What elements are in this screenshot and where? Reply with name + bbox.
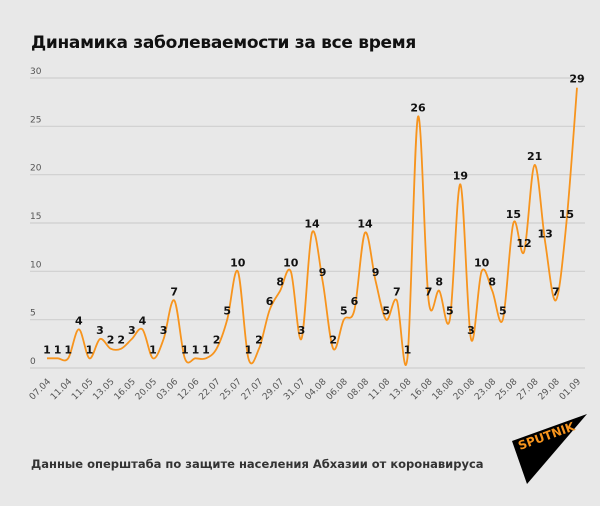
data-label: 7 — [552, 285, 560, 298]
data-label: 29 — [569, 73, 584, 86]
data-label: 19 — [453, 169, 468, 182]
data-label: 4 — [139, 314, 147, 327]
data-label: 1 — [192, 343, 200, 356]
data-label: 12 — [516, 237, 531, 250]
data-label: 3 — [467, 324, 475, 337]
y-tick-label: 20 — [30, 164, 42, 174]
data-label: 1 — [202, 343, 210, 356]
data-label: 5 — [382, 305, 390, 318]
data-label: 10 — [230, 256, 246, 269]
data-label: 13 — [538, 227, 553, 240]
data-label: 1 — [245, 343, 253, 356]
y-tick-label: 5 — [30, 309, 36, 319]
data-label: 2 — [213, 334, 221, 347]
data-label: 2 — [255, 334, 263, 347]
data-label: 1 — [64, 343, 72, 356]
data-label: 15 — [506, 208, 521, 221]
data-label: 9 — [319, 266, 327, 279]
data-label: 21 — [527, 150, 542, 163]
data-label: 14 — [304, 218, 320, 231]
data-label: 1 — [86, 343, 94, 356]
data-label: 1 — [181, 343, 189, 356]
data-label: 1 — [43, 343, 51, 356]
data-label: 9 — [372, 266, 380, 279]
y-tick-label: 25 — [30, 115, 41, 125]
data-label: 2 — [329, 334, 337, 347]
data-label: 7 — [170, 285, 178, 298]
data-label: 1 — [404, 343, 412, 356]
data-label: 5 — [340, 305, 348, 318]
data-label: 6 — [266, 295, 274, 308]
data-label: 8 — [435, 276, 443, 289]
data-label: 26 — [410, 102, 426, 115]
series-line — [47, 87, 578, 366]
y-tick-label: 10 — [30, 260, 42, 270]
data-label: 14 — [357, 218, 373, 231]
data-label: 1 — [149, 343, 157, 356]
data-label: 6 — [351, 295, 359, 308]
chart-source: Данные оперштаба по защите населения Абх… — [31, 457, 484, 471]
data-label: 7 — [425, 285, 433, 298]
data-label: 1 — [54, 343, 62, 356]
data-label: 8 — [276, 276, 284, 289]
data-label: 5 — [499, 305, 507, 318]
data-label: 3 — [298, 324, 306, 337]
data-label: 10 — [283, 256, 299, 269]
data-label: 2 — [117, 334, 125, 347]
data-label: 5 — [223, 305, 231, 318]
data-label: 10 — [474, 256, 490, 269]
data-label: 4 — [75, 314, 83, 327]
data-label: 15 — [559, 208, 574, 221]
data-label: 8 — [488, 276, 496, 289]
y-tick-label: 30 — [30, 67, 42, 77]
chart-title: Динамика заболеваемости за все время — [31, 33, 416, 53]
y-tick-label: 0 — [30, 357, 36, 367]
data-label: 3 — [128, 324, 136, 337]
y-tick-label: 15 — [30, 212, 41, 222]
data-label: 3 — [96, 324, 104, 337]
data-label: 3 — [160, 324, 168, 337]
data-label: 5 — [446, 305, 454, 318]
data-label: 7 — [393, 285, 401, 298]
data-label: 2 — [107, 334, 115, 347]
